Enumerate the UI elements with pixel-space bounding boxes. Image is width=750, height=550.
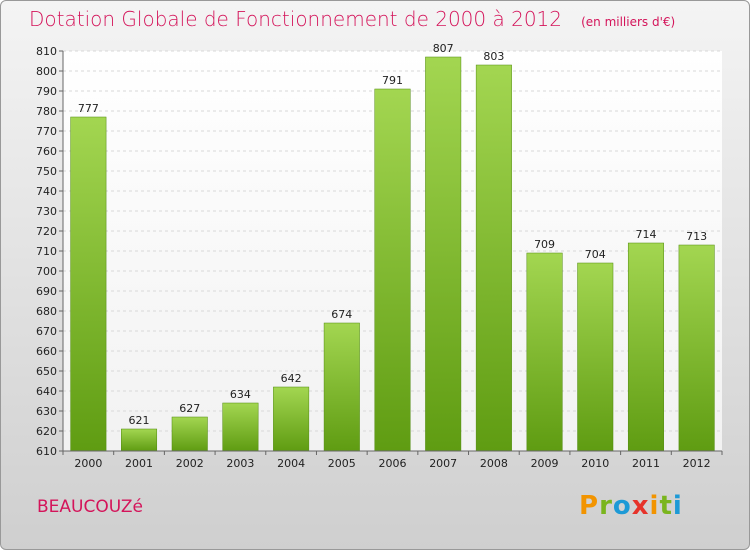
y-tick-label: 620 [36,425,57,438]
bar-value-label: 627 [179,402,200,415]
y-tick-label: 700 [36,265,57,278]
x-axis: 2000 2001 2002 2003 2004 2005 2006 2007 2008 2009… [62,450,723,470]
y-tick-label: 630 [36,405,57,418]
x-tick-label: 2012 [683,457,711,470]
bar-value-label: 714 [635,228,656,241]
y-tick-label: 720 [36,225,57,238]
bar-value-label: 777 [78,102,99,115]
logo-letter: r [599,491,613,521]
bars: 777 621 627 634 642 674 791 807 803 709 704 714 713 [70,42,715,452]
bar-value-label: 713 [686,230,707,243]
y-tick-label: 710 [36,245,57,258]
bar-value-label: 634 [230,388,251,401]
x-tick-label: 2003 [226,457,254,470]
x-tick-label: 2009 [531,457,559,470]
x-tick-label: 2000 [74,457,102,470]
bar-value-label: 791 [382,74,403,87]
x-tick-label: 2008 [480,457,508,470]
bar [678,244,715,452]
gridlines [63,50,722,452]
bar [475,64,512,452]
logo-letter: i [672,491,683,521]
bar-value-label: 674 [331,308,352,321]
y-tick-label: 750 [36,165,57,178]
bar [171,416,208,452]
bar [273,386,310,452]
x-tick-label: 2010 [581,457,609,470]
commune-name: BEAUCOUZé [37,497,143,517]
bar-value-label: 807 [433,42,454,55]
chart-title-main: Dotation Globale de Fonctionnement de 20… [29,7,562,31]
bar-value-label: 709 [534,238,555,251]
x-tick-label: 2001 [125,457,153,470]
bar-value-label: 642 [281,372,302,385]
y-tick-label: 730 [36,205,57,218]
bar-value-label: 803 [483,50,504,63]
bar [121,428,158,452]
logo-letter: x [631,491,650,521]
y-tick-label: 680 [36,305,57,318]
bar-value-label: 621 [129,414,150,427]
bar [70,116,107,452]
y-tick-label: 790 [36,85,57,98]
bar [627,242,664,452]
x-tick-label: 2004 [277,457,305,470]
logo-letter: i [649,491,660,521]
y-tick-label: 660 [36,345,57,358]
bar [374,88,411,452]
chart-title: Dotation Globale de Fonctionnement de 20… [29,7,675,31]
y-tick-label: 760 [36,145,57,158]
y-tick-label: 640 [36,385,57,398]
bar [577,262,614,452]
bar [323,322,360,452]
y-tick-label: 670 [36,325,57,338]
y-axis: 610 620 630 640 650 660 670 680 690 700 710 720 730 7… [36,45,64,458]
y-tick-label: 690 [36,285,57,298]
y-tick-label: 800 [36,65,57,78]
bar-value-label: 704 [585,248,606,261]
bar [526,252,563,452]
x-tick-label: 2002 [176,457,204,470]
logo-letter: t [659,491,673,521]
logo-letter: o [612,491,632,521]
x-tick-label: 2011 [632,457,660,470]
x-tick-label: 2006 [379,457,407,470]
y-tick-label: 650 [36,365,57,378]
bar [222,402,259,452]
chart-subtitle: (en milliers d'€) [581,15,676,29]
y-tick-label: 780 [36,105,57,118]
logo-letter: P [579,491,600,521]
y-tick-label: 610 [36,445,57,458]
y-tick-label: 740 [36,185,57,198]
bar [425,56,462,452]
y-tick-label: 810 [36,45,57,58]
proxiti-logo: Proxiti [579,491,683,521]
x-tick-label: 2005 [328,457,356,470]
y-tick-label: 770 [36,125,57,138]
x-tick-label: 2007 [429,457,457,470]
